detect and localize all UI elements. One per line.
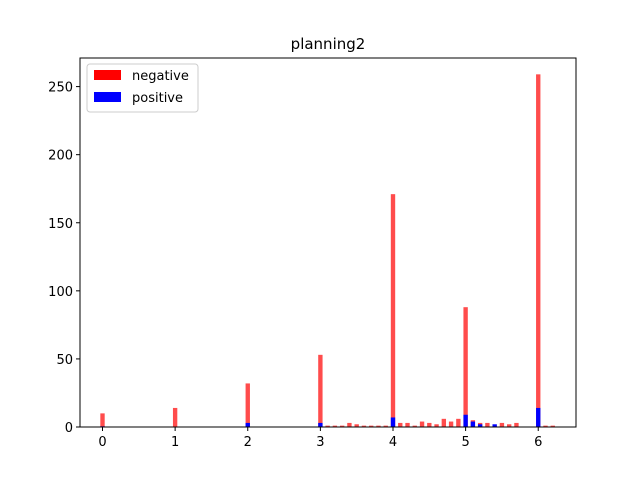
y-tick-label-4: 200 xyxy=(48,149,73,164)
bar-negative-6 xyxy=(339,425,345,427)
bar-negative-17 xyxy=(419,421,425,427)
legend-label-positive: positive xyxy=(132,91,183,106)
bar-positive-5 xyxy=(470,421,476,427)
chart-title: planning2 xyxy=(291,35,366,53)
bar-negative-32 xyxy=(543,425,548,427)
bar-negative-4 xyxy=(325,425,330,427)
bar-negative-22 xyxy=(456,418,461,427)
legend-label-negative: negative xyxy=(132,69,189,84)
bars-layer xyxy=(100,74,555,427)
legend-swatch-negative xyxy=(94,70,121,80)
y-tick-label-0: 0 xyxy=(65,421,73,436)
bar-negative-5 xyxy=(332,425,338,427)
bar-positive-7 xyxy=(492,424,497,427)
x-tick-label-1: 1 xyxy=(171,435,179,450)
bar-negative-20 xyxy=(441,418,447,427)
bar-positive-1 xyxy=(245,422,250,427)
legend-swatch-positive xyxy=(94,92,121,102)
bar-negative-0 xyxy=(100,413,105,427)
bar-positive-2 xyxy=(318,422,323,427)
bar-negative-2 xyxy=(245,383,250,427)
bar-positive-8 xyxy=(536,407,541,427)
bar-positive-6 xyxy=(477,424,483,427)
x-tick-label-3: 3 xyxy=(316,435,324,450)
legend: negative positive xyxy=(86,63,199,113)
y-tick-label-2: 100 xyxy=(48,285,73,300)
y-tick-label-5: 250 xyxy=(48,81,73,96)
bar-negative-13 xyxy=(390,194,396,427)
bar-negative-21 xyxy=(448,421,454,427)
bar-negative-18 xyxy=(427,422,432,427)
x-tick-label-0: 0 xyxy=(98,435,106,450)
bar-positive-4 xyxy=(463,414,468,427)
x-tick-label-5: 5 xyxy=(461,435,469,450)
bar-negative-14 xyxy=(398,422,403,427)
bar-negative-33 xyxy=(550,425,555,427)
bar-negative-19 xyxy=(434,424,439,427)
bar-negative-29 xyxy=(507,424,512,427)
bar-negative-23 xyxy=(463,307,468,427)
bar-negative-30 xyxy=(514,422,519,427)
bar-negative-15 xyxy=(405,422,410,427)
y-tick-label-3: 150 xyxy=(48,217,73,232)
bar-negative-1 xyxy=(172,407,178,427)
x-tick-label-4: 4 xyxy=(389,435,397,450)
bar-negative-31 xyxy=(536,74,541,427)
bar-negative-7 xyxy=(347,422,352,427)
bar-negative-9 xyxy=(361,425,367,427)
bar-positive-3 xyxy=(390,417,396,427)
bar-negative-12 xyxy=(383,425,388,427)
bar-negative-3 xyxy=(318,354,323,427)
bar-negative-8 xyxy=(354,424,359,427)
bar-negative-10 xyxy=(369,425,374,427)
bar-negative-28 xyxy=(499,422,505,427)
y-axis: 0 50 100 150 200 250 xyxy=(48,81,80,436)
bar-negative-26 xyxy=(485,422,490,427)
y-tick-label-1: 50 xyxy=(56,353,73,368)
x-axis: 0 1 2 3 4 5 6 xyxy=(98,427,542,450)
plot-frame xyxy=(79,57,577,428)
x-tick-label-6: 6 xyxy=(534,435,542,450)
x-tick-label-2: 2 xyxy=(244,435,252,450)
bar-negative-11 xyxy=(376,425,381,427)
bar-negative-16 xyxy=(412,425,417,427)
